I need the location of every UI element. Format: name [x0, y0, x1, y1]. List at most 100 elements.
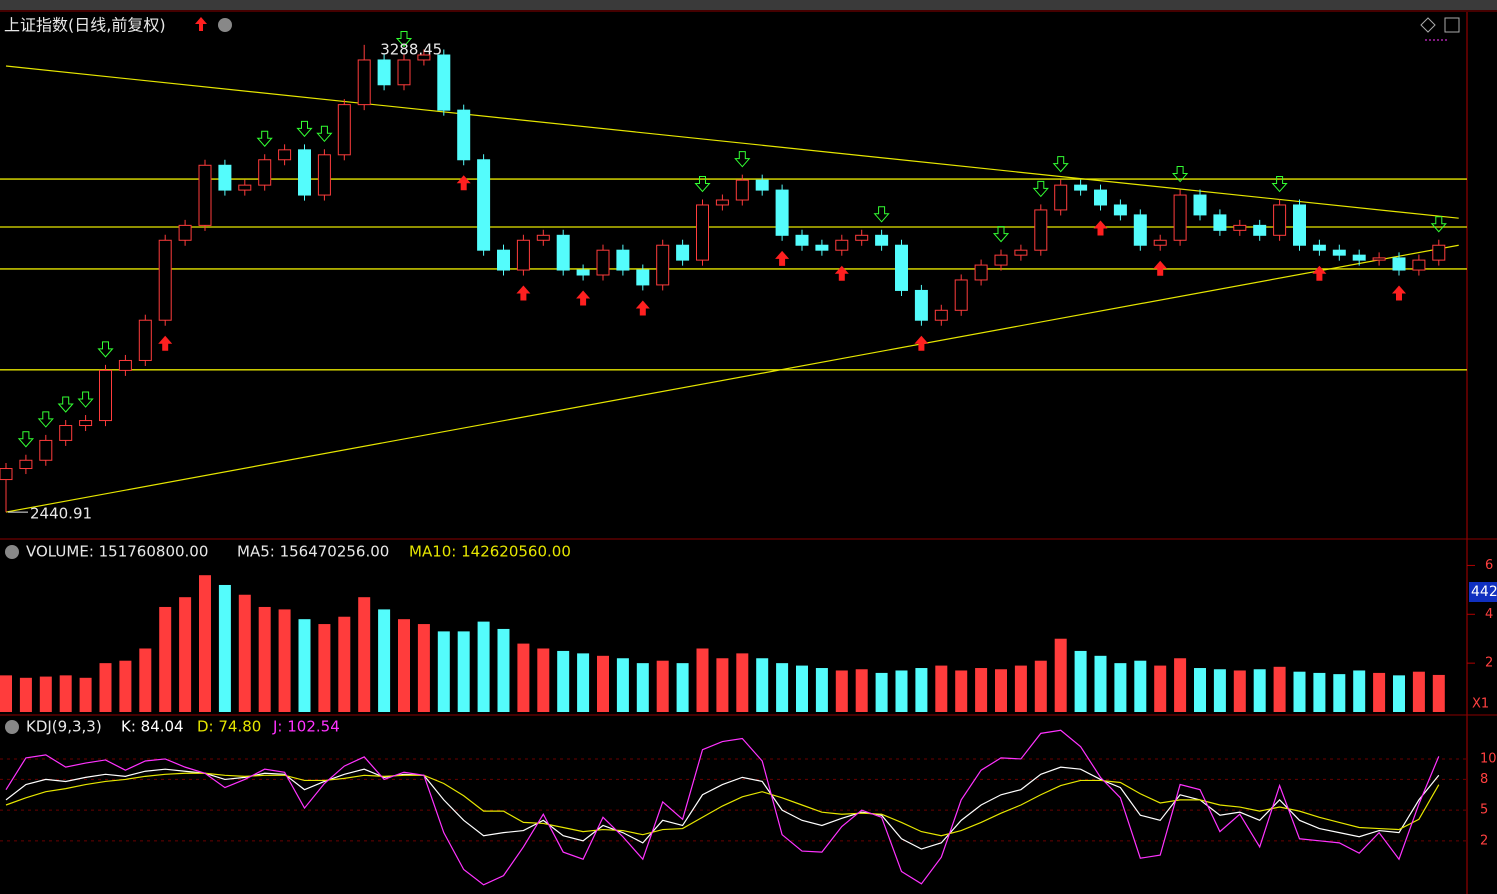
sell-signal	[57, 396, 74, 413]
panel-title: KDJ(9,3,3)	[26, 718, 102, 736]
candle-body	[1113, 204, 1127, 216]
volume-bar	[716, 658, 729, 712]
y-tick-label: 2	[1485, 656, 1493, 671]
candle-body	[596, 249, 610, 276]
toolbar[interactable]	[0, 0, 1497, 10]
volume-bar	[318, 624, 331, 712]
volume-bar	[855, 669, 868, 712]
candle-body	[895, 244, 908, 291]
kdj-line	[5, 729, 1440, 886]
volume-bar	[756, 658, 769, 712]
volume-bar	[39, 676, 52, 712]
volume-bar	[1373, 672, 1386, 712]
volume-bar	[915, 668, 928, 712]
sell-signal	[97, 341, 114, 358]
candle-body	[1332, 249, 1346, 256]
kdj-line	[5, 772, 1440, 837]
volume-bar	[199, 575, 211, 712]
candle-body	[278, 149, 292, 161]
volume-bar	[139, 648, 152, 712]
candle-body	[536, 234, 550, 241]
sell-signal	[296, 120, 313, 138]
buy-signal	[1392, 285, 1406, 301]
candle-body	[616, 249, 630, 271]
low-label: 2440.91	[30, 505, 92, 523]
candle-body	[775, 189, 789, 236]
volume-bar	[1194, 668, 1206, 712]
volume-bar	[1034, 660, 1047, 712]
sell-signal	[1171, 166, 1189, 183]
title-menu-icon[interactable]	[218, 18, 232, 32]
volume-bar	[537, 648, 550, 712]
plot-layer: 3288.45 2440.91 2 4 6 VOLUME: 151760800.00 MA5…	[0, 30, 1497, 886]
candle-body	[1392, 257, 1406, 271]
candle-body	[656, 244, 670, 286]
candle-body	[855, 234, 869, 241]
window-icon[interactable]	[1420, 17, 1436, 33]
candle-body	[1094, 189, 1107, 206]
legend-entry: K: 84.04	[121, 718, 184, 736]
panel-menu-icon[interactable]	[5, 720, 19, 734]
volume-bar	[1333, 674, 1346, 712]
volume-bar	[1353, 670, 1366, 712]
candle-body	[636, 269, 650, 286]
volume-bar	[955, 670, 968, 712]
volume-bar	[1213, 669, 1226, 712]
buy-signal	[635, 300, 650, 316]
volume-bar	[79, 677, 92, 712]
y-tick-label: 5	[1480, 803, 1488, 818]
volume-bar	[1233, 670, 1246, 712]
volume-bar	[278, 609, 291, 712]
y-tick-label: 6	[1485, 558, 1493, 573]
volume-bar	[437, 631, 450, 712]
volume-bar	[616, 658, 629, 712]
sell-signal	[1430, 216, 1447, 233]
volume-bar	[1154, 665, 1167, 712]
sell-signal	[395, 30, 413, 48]
candle-body	[875, 234, 889, 246]
candle-body	[0, 468, 13, 481]
sell-signal	[1271, 175, 1288, 193]
candle-body	[1273, 204, 1287, 236]
volume-bar	[1253, 669, 1266, 712]
volume-bar	[218, 584, 231, 712]
candle-body	[994, 254, 1008, 266]
y-tick-label: 10	[1480, 751, 1497, 766]
candle-body	[437, 54, 451, 111]
volume-bar	[1134, 660, 1147, 712]
volume-bar	[119, 660, 132, 712]
volume-bar	[1074, 650, 1087, 712]
volume-bar	[398, 619, 410, 712]
candle-body	[138, 319, 152, 361]
volume-bar	[736, 653, 749, 712]
candle-body	[1412, 259, 1426, 271]
buy-signal	[516, 285, 531, 301]
volume-bar	[1054, 638, 1067, 712]
buy-signal	[775, 250, 790, 266]
volume-bar	[895, 670, 908, 712]
buy-signal	[456, 175, 471, 191]
volume-bar	[656, 660, 669, 712]
y-tick-label: 8	[1480, 772, 1488, 787]
volume-bar	[1174, 658, 1187, 712]
volume-bar	[1293, 671, 1306, 712]
sell-signal	[256, 130, 273, 148]
volume-bar	[99, 663, 112, 712]
candle-body	[1233, 224, 1247, 231]
candle-body	[934, 309, 948, 321]
candle-body	[357, 59, 371, 106]
volume-bar	[258, 606, 271, 712]
volume-bar	[1432, 674, 1445, 712]
candle-body	[835, 239, 849, 251]
sell-signal	[17, 431, 35, 448]
panel-menu-icon[interactable]	[5, 545, 19, 559]
volume-bar	[159, 606, 172, 712]
volume-bar	[417, 624, 430, 712]
window-icon[interactable]	[1444, 17, 1460, 33]
candle-body	[218, 164, 232, 191]
candle-body	[696, 204, 709, 261]
sell-signal	[316, 125, 333, 143]
candle-body	[118, 359, 132, 371]
volume-bar	[796, 665, 808, 712]
candle-body	[715, 199, 729, 206]
